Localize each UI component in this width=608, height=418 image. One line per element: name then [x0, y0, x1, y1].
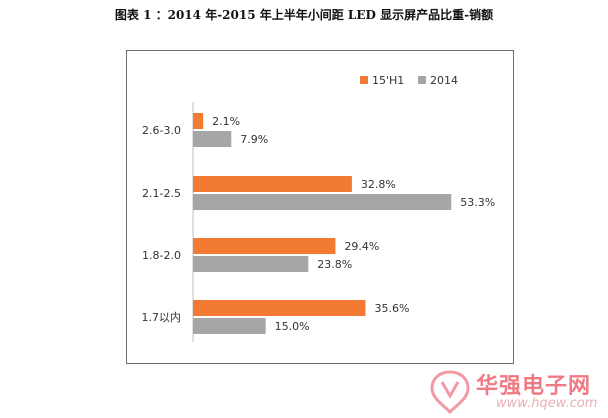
data-label: 7.9%: [240, 133, 268, 146]
category-label: 2.1-2.5: [142, 187, 181, 200]
bar-2014: [193, 194, 452, 210]
data-label: 53.3%: [460, 196, 495, 209]
bar-15h1: [193, 113, 204, 129]
category-label: 2.6-3.0: [142, 124, 181, 137]
data-label: 23.8%: [317, 258, 352, 271]
legend-label: 2014: [430, 74, 458, 87]
data-label: 29.4%: [344, 240, 379, 253]
bar-15h1: [193, 300, 366, 316]
legend-label: 15'H1: [372, 74, 404, 87]
bar-2014: [193, 318, 266, 334]
data-label: 2.1%: [212, 115, 240, 128]
bar-15h1: [193, 176, 352, 192]
watermark: 华强电子网 www.hqew.com: [422, 366, 608, 418]
data-label: 35.6%: [374, 302, 409, 315]
watermark-brand: 华强电子网: [476, 374, 592, 399]
bar-15h1: [193, 238, 336, 254]
legend-swatch: [360, 76, 368, 84]
category-label: 1.7以内: [142, 310, 182, 324]
bar-2014: [193, 131, 232, 147]
watermark-url: www.hqew.com: [496, 396, 598, 411]
chart-title: 图表 1 ：2014 年-2015 年上半年小间距 LED 显示屏产品比重-销额: [114, 8, 494, 22]
legend-swatch: [418, 76, 426, 84]
data-label: 32.8%: [361, 178, 396, 191]
watermark-logo-icon: [430, 370, 470, 415]
bar-2014: [193, 256, 309, 272]
category-label: 1.8-2.0: [142, 249, 181, 262]
data-label: 15.0%: [275, 320, 310, 333]
